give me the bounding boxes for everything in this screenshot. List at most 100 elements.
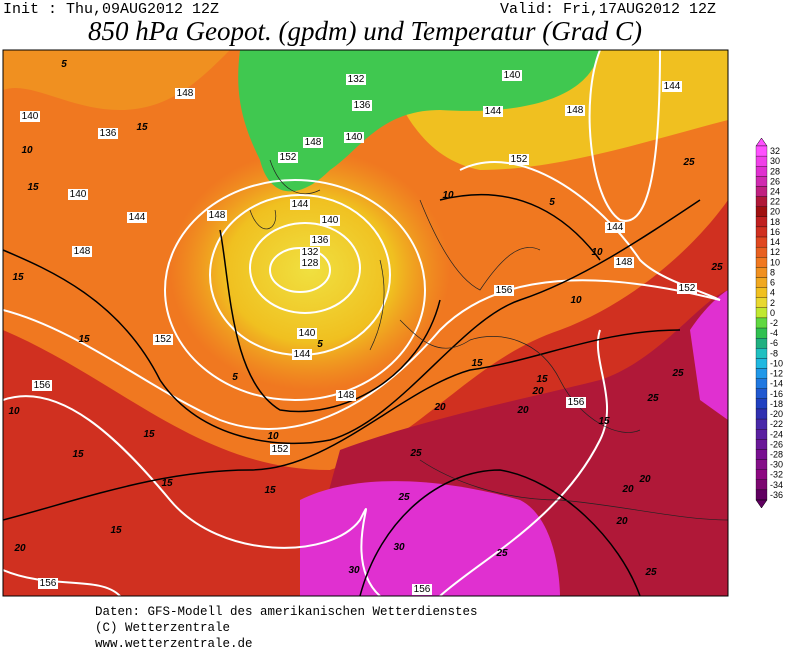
temperature-label: 15 — [598, 416, 610, 427]
colorbar-cell — [755, 186, 768, 197]
geopotential-label: 148 — [338, 390, 355, 401]
label-box — [320, 215, 340, 226]
colorbar-label: -30 — [770, 460, 783, 470]
temperature-label: 10 — [570, 295, 582, 306]
label-box — [605, 222, 625, 233]
label-box — [292, 349, 312, 360]
colorbar-cap — [755, 137, 768, 147]
temperature-label: 10 — [591, 247, 603, 258]
temperature-label: 15 — [27, 182, 39, 193]
geopotential-label: 140 — [346, 132, 363, 143]
temperature-label: 10 — [267, 431, 279, 442]
geopotential-label: 156 — [496, 285, 513, 296]
temperature-label: 10 — [8, 406, 20, 417]
temperature-label: 5 — [317, 339, 323, 350]
geopotential-label: 156 — [414, 584, 431, 595]
label-box — [207, 210, 227, 221]
geopotential-label: 144 — [664, 81, 681, 92]
colorbar-cell — [755, 459, 768, 470]
cool-northwest — [3, 50, 230, 110]
label-box — [310, 235, 330, 246]
colorbar-cell — [755, 358, 768, 369]
colorbar-label: 10 — [770, 257, 780, 267]
temperature-label: 5 — [232, 372, 238, 383]
temperature-label: 20 — [621, 484, 634, 495]
temperature-label: 20 — [13, 543, 26, 554]
init-time: Init : Thu,09AUG2012 12Z — [3, 1, 219, 18]
temperature-label: 20 — [638, 474, 651, 485]
coastlines — [249, 159, 728, 521]
geopotential-label: 140 — [70, 189, 87, 200]
label-box — [72, 246, 92, 257]
geopotential-label: 144 — [485, 106, 502, 117]
colorbar-cell — [755, 257, 768, 268]
temperature-label: 25 — [671, 368, 684, 379]
colorbar-label: -2 — [770, 318, 778, 328]
geopotential-label: 136 — [312, 235, 329, 246]
geopotential-label: 148 — [305, 137, 322, 148]
label-box — [278, 152, 298, 163]
label-box — [483, 106, 503, 117]
geopotential-label: 132 — [348, 74, 365, 85]
colorbar-label: -24 — [770, 429, 783, 439]
colorbar-cell — [755, 307, 768, 319]
colorbar-label: 30 — [770, 156, 780, 166]
colorbar-label: 26 — [770, 176, 780, 186]
geopotential-label: 152 — [272, 444, 289, 455]
label-box — [127, 212, 147, 223]
label-box — [300, 247, 320, 258]
temperature-label: 25 — [710, 262, 723, 273]
geopotential-label: 144 — [607, 222, 624, 233]
label-box — [336, 390, 356, 401]
temperature-label: 25 — [397, 492, 410, 503]
label-box — [38, 578, 58, 589]
temperature-label: 10 — [21, 145, 33, 156]
colorbar-cap — [755, 499, 768, 509]
colorbar-label: -28 — [770, 449, 783, 459]
temperature-label: 15 — [136, 122, 148, 133]
colorbar-label: -10 — [770, 358, 783, 368]
colorbar-label: 18 — [770, 217, 780, 227]
label-box — [614, 257, 634, 268]
label-box — [297, 328, 317, 339]
temperature-label: 25 — [409, 448, 422, 459]
temperature-label: 25 — [682, 157, 695, 168]
colorbar-label: 4 — [770, 288, 775, 298]
geopotential-label: 144 — [294, 349, 311, 360]
geopotential-label: 156 — [40, 578, 57, 589]
geopotential-label: 140 — [299, 328, 316, 339]
colorbar-cell — [755, 378, 768, 389]
colorbar-label: 32 — [770, 146, 780, 156]
colorbar-cell — [755, 439, 768, 450]
colorbar-cell — [755, 429, 768, 440]
colorbar-label: -4 — [770, 328, 778, 338]
geopotential-label: 152 — [679, 283, 696, 294]
colorbar-cell — [755, 368, 768, 379]
temperature-label: 15 — [471, 358, 483, 369]
colorbar-cell — [755, 216, 768, 228]
geopotential-label: 144 — [292, 199, 309, 210]
very-hot-field-east — [690, 290, 728, 420]
colorbar-cell — [755, 277, 768, 288]
temperature-label: 10 — [442, 190, 454, 201]
colorbar-cell — [755, 388, 768, 400]
geopotential-label: 136 — [100, 128, 117, 139]
colorbar-cell — [755, 166, 768, 177]
colorbar-label: 2 — [770, 298, 775, 308]
label-box — [346, 74, 366, 85]
geopotential-contours — [3, 50, 721, 596]
label-box — [662, 81, 682, 92]
colorbar-cell — [755, 155, 768, 167]
label-box — [270, 444, 290, 455]
contour-labels: 148 140 136 140 144 148 148 152 156 152 156 156 148 1… — [8, 59, 723, 595]
temperature-label: 15 — [143, 429, 155, 440]
label-box — [98, 128, 118, 139]
geopotential-label: 156 — [34, 380, 51, 391]
colorbar-label: -20 — [770, 409, 783, 419]
colorbar-cell — [755, 176, 768, 187]
label-box — [32, 380, 52, 391]
geopotential-label: 148 — [567, 105, 584, 116]
label-box — [509, 154, 529, 165]
colorbar-label: 16 — [770, 227, 780, 237]
